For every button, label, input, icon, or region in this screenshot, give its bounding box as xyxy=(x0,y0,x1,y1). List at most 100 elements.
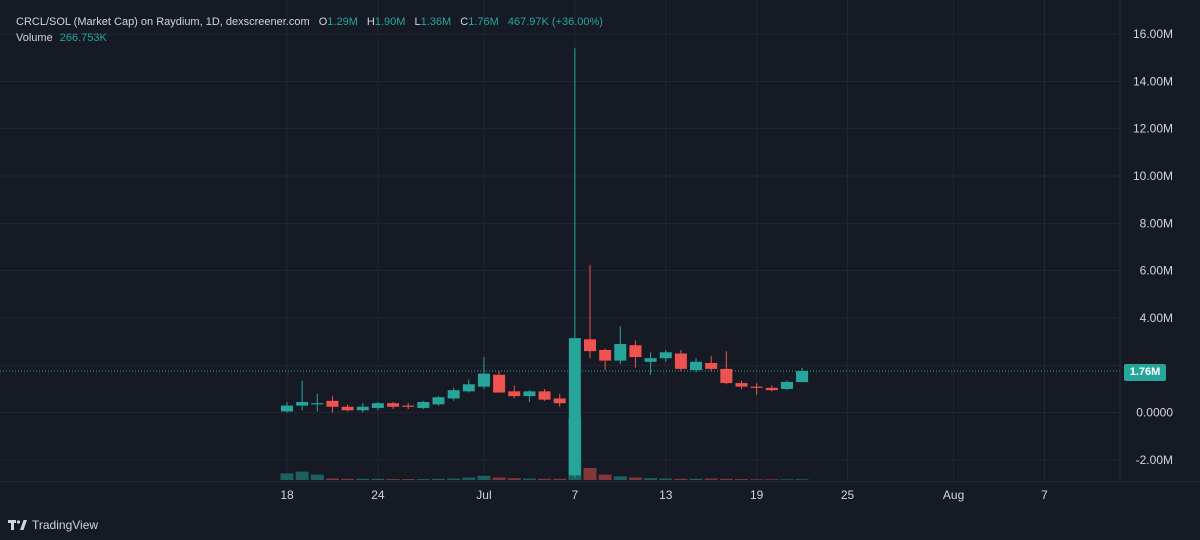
volume-bar xyxy=(280,473,294,480)
volume-bars xyxy=(280,417,809,480)
chart-legend: CRCL/SOL (Market Cap) on Raydium, 1D, de… xyxy=(16,14,603,46)
chart-title: CRCL/SOL (Market Cap) on Raydium, 1D, de… xyxy=(16,16,310,28)
candle-body xyxy=(281,405,293,412)
volume-bar xyxy=(644,478,658,480)
candle-body xyxy=(780,381,793,389)
y-tick-label: 0.0000 xyxy=(1136,406,1173,420)
volume-bar xyxy=(689,478,703,480)
volume-bar xyxy=(765,479,779,480)
candles xyxy=(281,48,809,478)
candle-body xyxy=(614,344,627,361)
x-tick-label: 7 xyxy=(1041,488,1048,502)
candle-body xyxy=(644,358,657,362)
volume-bar xyxy=(583,468,597,480)
volume-bar xyxy=(341,478,355,480)
volume-bar xyxy=(416,479,430,480)
x-tick-label: 7 xyxy=(572,488,579,502)
volume-bar xyxy=(735,479,748,480)
volume-bar xyxy=(704,478,718,480)
candle-body xyxy=(341,406,354,411)
tradingview-logo-icon xyxy=(8,520,27,530)
volume-bar xyxy=(401,479,415,480)
candle-body xyxy=(584,339,596,352)
volume-bar xyxy=(295,471,309,480)
candle-body xyxy=(553,398,566,404)
candle-body xyxy=(523,391,536,397)
volume-bar xyxy=(522,478,536,480)
volume-bar xyxy=(447,478,461,480)
high-value: 1.90M xyxy=(374,16,406,28)
high-label: H xyxy=(366,16,375,28)
candle-body xyxy=(462,384,475,392)
candle-body xyxy=(477,373,490,387)
change-value: 467.97K (+36.00%) xyxy=(507,16,603,28)
volume-bar xyxy=(477,475,491,480)
x-tick-label: 19 xyxy=(750,488,764,502)
y-tick-label: 6.00M xyxy=(1140,264,1173,278)
volume-bar xyxy=(659,478,673,480)
volume-bar xyxy=(356,478,370,480)
x-tick-label: Aug xyxy=(943,488,964,502)
volume-bar xyxy=(325,478,339,480)
tradingview-label: TradingView xyxy=(32,518,99,532)
low-label: L xyxy=(414,16,421,28)
y-tick-label: -2.00M xyxy=(1136,453,1173,467)
volume-bar xyxy=(598,474,612,480)
x-tick-label: 18 xyxy=(280,488,294,502)
volume-bar xyxy=(507,478,521,480)
volume-bar xyxy=(386,479,400,480)
candle-body xyxy=(311,403,324,405)
candle-body xyxy=(629,345,642,358)
candle-body xyxy=(599,349,612,361)
y-tick-label: 4.00M xyxy=(1140,311,1173,325)
x-tick-label: 25 xyxy=(841,488,855,502)
volume-bar xyxy=(719,478,733,480)
x-tick-label: 13 xyxy=(659,488,673,502)
candle-body xyxy=(493,374,506,393)
volume-bar xyxy=(674,478,688,480)
volume-bar xyxy=(613,476,627,480)
close-label: C xyxy=(460,16,469,28)
volume-value: 266.753K xyxy=(59,32,107,44)
candle-body xyxy=(765,387,778,391)
candle-body xyxy=(432,397,445,405)
candle-body xyxy=(735,383,748,387)
candle-body xyxy=(705,362,718,369)
candle-body xyxy=(568,338,581,476)
volume-bar xyxy=(432,478,445,480)
volume-bar xyxy=(795,479,809,480)
candle-body xyxy=(326,400,339,407)
candle-body xyxy=(417,402,430,408)
volume-bar xyxy=(628,477,642,480)
candle-body xyxy=(371,403,384,408)
time-axis[interactable]: 18 24 Jul 7 13 19 25 Aug 7 xyxy=(280,488,1048,502)
candle-body xyxy=(538,391,551,400)
close-value: 1.76M xyxy=(468,16,499,28)
volume-bar xyxy=(492,477,506,480)
price-axis[interactable]: 16.00M 14.00M 12.00M 10.00M 8.00M 6.00M 4.00M 0… xyxy=(1133,27,1173,467)
candle-body xyxy=(508,391,521,397)
candle-body xyxy=(659,352,672,359)
grid xyxy=(0,0,1120,482)
candle-body xyxy=(447,390,460,399)
candle-body xyxy=(796,371,809,383)
volume-bar xyxy=(780,479,794,480)
y-tick-label: 8.00M xyxy=(1140,216,1173,230)
tradingview-attribution[interactable]: TradingView xyxy=(8,518,98,532)
candle-body xyxy=(674,353,687,369)
volume-bar xyxy=(553,478,567,480)
candle-body xyxy=(387,403,400,407)
y-tick-label: 10.00M xyxy=(1133,169,1173,183)
candle-body xyxy=(690,361,703,371)
volume-bar xyxy=(462,477,476,480)
candle-body xyxy=(750,386,763,388)
price-axis-bg xyxy=(1120,0,1200,482)
volume-bar xyxy=(538,478,552,480)
y-tick-label: 16.00M xyxy=(1133,27,1173,41)
x-tick-label: Jul xyxy=(476,488,491,502)
open-label: O xyxy=(318,16,328,28)
volume-bar xyxy=(750,479,764,480)
y-tick-label: 14.00M xyxy=(1133,74,1173,88)
low-value: 1.36M xyxy=(420,16,452,28)
